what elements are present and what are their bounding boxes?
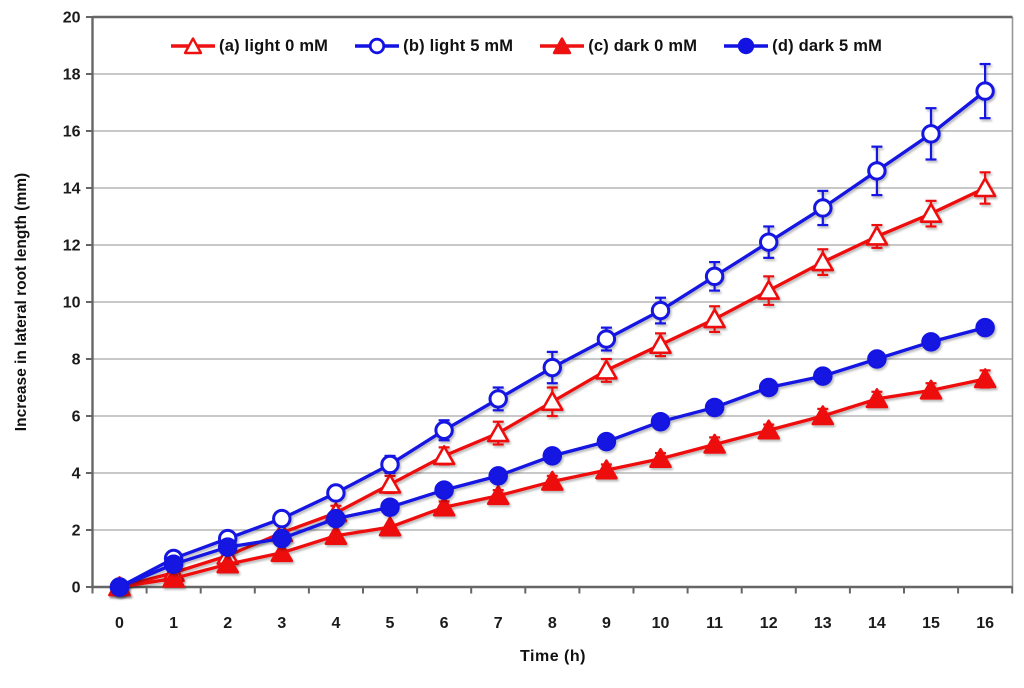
y-tick-labels: 0 2 4 6 8 10 12 14 16 18 20 [63, 10, 81, 597]
legend-filled-triangle-icon [540, 37, 585, 55]
legend-open-triangle-icon [171, 37, 215, 55]
legend-label: (c) dark 0 mM [588, 36, 698, 55]
y-tick-label: 0 [72, 580, 81, 597]
x-tick-label: 3 [277, 615, 286, 632]
series-line-b-light-5-mm [117, 89, 987, 589]
x-tick-label: 0 [115, 615, 124, 632]
y-tick-label: 16 [63, 124, 81, 141]
x-tick-label: 15 [922, 615, 940, 632]
series-markers-c-dark-0-mm [108, 368, 997, 597]
y-tick-label: 18 [63, 67, 81, 84]
x-tick-label: 8 [548, 615, 557, 632]
error-bars-b-light-5-mm [330, 62, 991, 502]
legend-filled-circle-icon [724, 37, 769, 55]
x-tick-label: 9 [602, 615, 611, 632]
chart-legend: (a) light 0 mM (b) light 5 mM (c) dark 0… [170, 36, 882, 56]
x-tick-labels: 0 1 2 3 4 5 6 7 8 9 10 11 12 13 14 15 16 [115, 615, 994, 632]
x-tick-label: 13 [814, 615, 832, 632]
legend-entry-a-light-0mM: (a) light 0 mM [170, 36, 328, 56]
x-tick-label: 2 [223, 615, 232, 632]
y-tick-label: 10 [63, 295, 81, 312]
x-tick-label: 11 [706, 615, 723, 632]
legend-entry-b-light-5mM: (b) light 5 mM [354, 36, 513, 56]
legend-label: (b) light 5 mM [403, 36, 514, 55]
x-tick-label: 16 [976, 615, 994, 632]
x-tick-label: 5 [386, 615, 395, 632]
x-tick-label: 14 [868, 615, 886, 632]
series-b-light-5-mm [109, 62, 995, 597]
x-tick-label: 6 [440, 615, 449, 632]
y-tick-label: 8 [72, 352, 81, 369]
x-tick-label: 7 [494, 615, 503, 632]
y-tick-label: 4 [72, 466, 81, 483]
tick-marks [86, 16, 1014, 594]
x-tick-label: 4 [331, 615, 340, 632]
series-markers-d-dark-5-mm [109, 317, 995, 597]
y-tick-label: 6 [72, 409, 81, 426]
series-d-dark-5-mm [109, 317, 995, 597]
series-c-dark-0-mm [108, 368, 997, 597]
gridlines [92, 73, 1013, 531]
x-axis-title: Time (h) [520, 648, 586, 665]
x-tick-label: 1 [169, 615, 178, 632]
legend-label: (d) dark 5 mM [772, 36, 883, 55]
legend-label: (a) light 0 mM [219, 36, 329, 55]
y-tick-label: 20 [63, 10, 81, 27]
legend-open-circle-icon [355, 37, 400, 55]
x-tick-label: 12 [760, 615, 778, 632]
series-markers-b-light-5-mm [109, 81, 995, 597]
x-tick-label: 10 [652, 615, 670, 632]
y-tick-label: 2 [72, 523, 81, 540]
legend-entry-d-dark-5mM: (d) dark 5 mM [723, 36, 882, 56]
y-tick-label: 14 [63, 181, 81, 198]
y-tick-label: 12 [63, 238, 81, 255]
legend-entry-c-dark-0mM: (c) dark 0 mM [539, 36, 697, 56]
